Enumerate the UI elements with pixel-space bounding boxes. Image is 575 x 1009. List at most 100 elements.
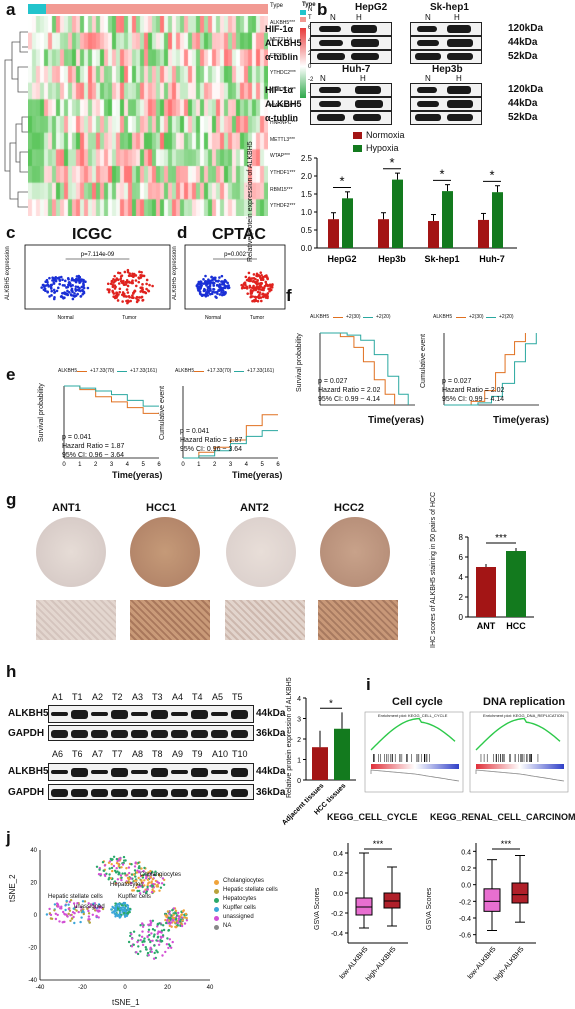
legend-t-label: T xyxy=(308,15,312,21)
lane-h: H xyxy=(356,13,362,22)
data-point xyxy=(258,291,262,294)
cell-point xyxy=(75,909,78,912)
data-point xyxy=(263,274,267,278)
cell-point xyxy=(136,940,139,944)
data-point xyxy=(135,295,139,299)
gene-label: YTHDF2*** xyxy=(270,203,296,210)
blot-band xyxy=(231,789,248,797)
cell-point xyxy=(132,943,135,946)
legend-t-swatch xyxy=(300,17,306,22)
data-point xyxy=(242,282,246,285)
data-point xyxy=(80,285,84,289)
y-tick-label: 0.4 xyxy=(333,851,343,858)
cell-point xyxy=(170,925,173,928)
data-point xyxy=(59,275,63,279)
blot-band xyxy=(171,730,188,738)
cell-point xyxy=(142,869,145,873)
data-point xyxy=(260,299,263,303)
cell-point xyxy=(149,869,152,873)
cell-point xyxy=(151,928,155,931)
blot-band xyxy=(51,769,68,775)
cell-point xyxy=(73,912,76,915)
data-point xyxy=(139,286,143,290)
cell-point xyxy=(140,867,143,870)
cell-point xyxy=(114,912,118,915)
data-point xyxy=(137,280,141,284)
y-tick-label: -40 xyxy=(28,978,37,984)
data-point xyxy=(256,299,260,303)
cell-point xyxy=(166,937,169,940)
data-point xyxy=(137,276,141,280)
data-point xyxy=(218,276,221,279)
category-label: Sk-hep1 xyxy=(424,254,459,264)
cell-point xyxy=(94,909,97,912)
data-point xyxy=(200,294,204,297)
row-label-hif: HIF-1α xyxy=(265,24,294,34)
cell-point xyxy=(156,936,160,939)
cell-point xyxy=(153,951,156,955)
cell-point xyxy=(183,916,186,919)
lane-label: A3 xyxy=(132,692,144,702)
h-lane-labels-1: A1 T1 A2 T2 A3 T3 A4 T4 A5 T5 xyxy=(50,692,250,704)
e-stat: 95% CI: 0.96 ~ 3.64 xyxy=(180,446,243,453)
data-point xyxy=(74,285,78,288)
cell-point xyxy=(153,944,156,947)
x-tick-label: 5 xyxy=(260,462,264,468)
x-tick-label: 3 xyxy=(110,462,114,468)
chart-c-title: ICGC xyxy=(72,226,112,243)
legend-normoxia-swatch xyxy=(353,132,362,139)
data-point xyxy=(106,282,110,286)
y-tick-label: 0 xyxy=(297,778,301,785)
blot-band xyxy=(91,711,108,717)
cell-point xyxy=(98,905,102,908)
box xyxy=(511,882,529,904)
category-label: HCC xyxy=(506,621,526,631)
cell-point xyxy=(114,882,117,885)
lane-label: T4 xyxy=(192,692,203,702)
cell-point xyxy=(160,929,164,932)
x-tick-label: -40 xyxy=(36,985,45,991)
cell-point xyxy=(184,912,188,916)
cell-point xyxy=(111,905,114,909)
cell-point xyxy=(143,937,146,940)
panel-label-j: j xyxy=(6,828,11,847)
legend-swatch xyxy=(214,880,219,885)
cell-point xyxy=(53,909,56,912)
f-legend-line xyxy=(486,317,496,318)
cell-point xyxy=(141,925,145,928)
cell-point xyxy=(68,900,71,904)
gsva-box-renal: 0.4 0.2 0.0 -0.2 -0.4 -0.6 low-ALKBH5high-ALKB… xyxy=(459,839,536,983)
cell-point xyxy=(147,881,151,884)
lane-label: T10 xyxy=(232,749,248,759)
blot-band xyxy=(51,789,68,797)
data-point xyxy=(127,280,131,284)
data-point xyxy=(198,290,202,293)
data-point xyxy=(243,286,246,290)
chart-g-ylabel: IHC scores of ALKBH5 staining in 50 pair… xyxy=(430,491,437,648)
data-point xyxy=(52,277,56,281)
cell-point xyxy=(87,915,91,918)
blot-band xyxy=(171,769,188,775)
cell-point xyxy=(170,914,173,917)
data-point xyxy=(218,288,222,292)
data-point xyxy=(256,290,260,294)
data-point xyxy=(250,291,254,294)
km-curve xyxy=(444,333,537,406)
data-point xyxy=(119,277,123,281)
cell-point xyxy=(110,866,114,870)
y-tick-label: 0.2 xyxy=(333,871,343,878)
cell-point xyxy=(139,938,142,942)
cell-point xyxy=(113,869,117,872)
cell-point xyxy=(122,906,125,909)
cell-point xyxy=(64,904,67,907)
enrichment-curve xyxy=(370,717,456,751)
category-label: Huh-7 xyxy=(479,254,505,264)
f-legend-item: +2(20) xyxy=(376,314,391,320)
cell-point xyxy=(137,885,140,889)
data-point xyxy=(78,287,81,290)
heatmap-dendrogram xyxy=(2,22,28,212)
cell-point xyxy=(80,916,83,919)
size-52: 52kDa xyxy=(508,51,538,62)
e-legend-title: ALKBH5 xyxy=(175,368,195,374)
data-point xyxy=(261,295,265,299)
